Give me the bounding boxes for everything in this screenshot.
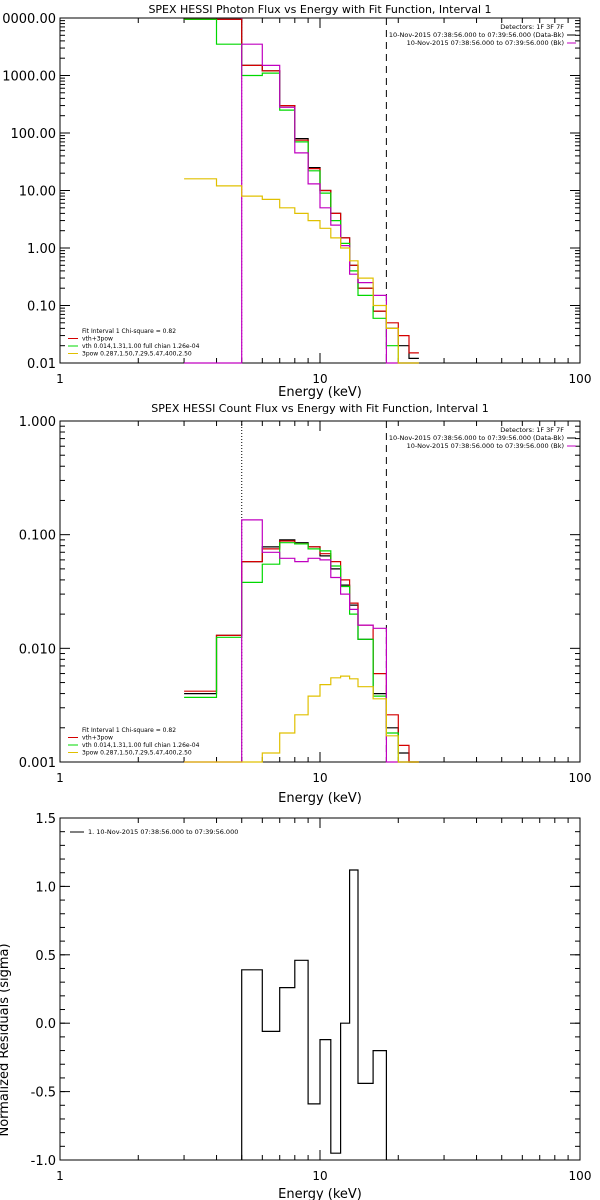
x-tick-label: 10 [312,771,327,785]
y-tick-label: 1000.00 [2,70,56,85]
fit-legend-text: 3pow 0.287,1.50,7.29,5.47,400,2.50 [82,351,192,358]
detector-info-text: Detectors: 1F 3F 7F [500,426,564,434]
residuals-plot-area: 1 10 100 -1.0 -0.5 0.0 0.5 1.0 1.5 1. 10-Nov-2015… [31,812,592,1183]
y-tick-label: 0.001 [19,756,56,771]
series-yellow-histogram [184,178,419,364]
y-tick-label: 1.000 [19,415,56,430]
series-green-histogram [184,542,419,763]
x-tick-label: 10 [312,1169,327,1183]
photon-flux-panel: SPEX HESSI Photon Flux vs Energy with Fi… [2,3,591,400]
count-flux-title: SPEX HESSI Count Flux vs Energy with Fit… [151,402,488,415]
x-tick-label: 1 [56,1169,64,1183]
fit-legend-text: Fit Interval 1 Chi-square = 0.82 [82,328,176,335]
y-tick-label: 0000.00 [2,12,56,27]
series-magenta-histogram [184,519,419,763]
series-black-histogram [184,18,419,359]
y-tick-label: 10.00 [19,185,56,200]
plot-frame [59,817,581,1161]
detector-info-text: 10-Nov-2015 07:38:56.000 to 07:39:56.000… [389,434,564,442]
photon-flux-plot-area: 1 10 100 0.01 0.10 1.00 10.00 100.00 1000.00 0000… [2,12,591,386]
y-tick-label: 100.00 [11,127,57,142]
fit-legend-text: Fit Interval 1 Chi-square = 0.82 [82,727,176,734]
photon-flux-xlabel: Energy (keV) [278,385,362,400]
x-tick-label: 100 [569,771,592,785]
fit-legend-text: vth 0.014,1.31,1.00 full chian 1.26e-04 [82,742,200,749]
y-tick-label: -0.5 [31,1086,56,1101]
residuals-ylabel: Normalized Residuals (sigma) [0,943,12,1136]
detector-info-text: 10-Nov-2015 07:38:56.000 to 07:39:56.000… [389,31,564,39]
x-tick-label: 1 [56,771,64,785]
residuals-xlabel: Energy (keV) [278,1187,362,1200]
count-flux-panel: SPEX HESSI Count Flux vs Energy with Fit… [19,402,592,806]
count-flux-xlabel: Energy (keV) [278,791,362,806]
series-red-histogram [184,540,419,763]
photon-flux-title: SPEX HESSI Photon Flux vs Energy with Fi… [148,3,491,16]
count-flux-plot-area: 1 10 100 0.001 0.010 0.100 1.000 Detectors: 1F … [19,415,592,785]
y-tick-label: 1.00 [27,242,56,257]
residuals-panel: 1 10 100 -1.0 -0.5 0.0 0.5 1.0 1.5 1. 10-Nov-2015… [0,812,591,1200]
series-yellow-histogram [184,675,419,763]
series-black-histogram [184,539,419,763]
x-tick-label: 100 [569,372,592,386]
fit-legend-text: vth+3pow [82,735,113,742]
y-tick-label: 0.5 [35,949,56,964]
plot-frame [59,420,581,763]
y-tick-label: 1.0 [35,880,56,895]
y-tick-label: 0.010 [19,642,56,657]
x-tick-label: 1 [56,372,64,386]
fit-legend-text: 3pow 0.287,1.50,7.29,5.47,400,2.50 [82,750,192,757]
x-tick-label: 10 [312,372,327,386]
fit-legend-text: vth+3pow [82,336,113,343]
y-tick-label: 1.5 [35,812,56,827]
y-tick-label: 0.01 [27,357,56,372]
y-tick-label: 0.0 [35,1017,56,1032]
detector-info-text: Detectors: 1F 3F 7F [500,23,564,31]
y-tick-label: -1.0 [31,1154,56,1169]
fit-legend-text: vth 0.014,1.31,1.00 full chian 1.26e-04 [82,343,200,350]
residuals-legend-text: 1. 10-Nov-2015 07:38:56.000 to 07:39:56.… [88,828,238,836]
series-black-histogram [241,869,387,1160]
y-tick-label: 0.10 [27,300,56,315]
series-magenta-histogram [184,43,419,364]
y-tick-label: 0.100 [19,529,56,544]
x-tick-label: 100 [569,1169,592,1183]
detector-info-text: 10-Nov-2015 07:38:56.000 to 07:39:56.000… [407,442,564,450]
detector-info-text: 10-Nov-2015 07:38:56.000 to 07:39:56.000… [407,39,564,47]
